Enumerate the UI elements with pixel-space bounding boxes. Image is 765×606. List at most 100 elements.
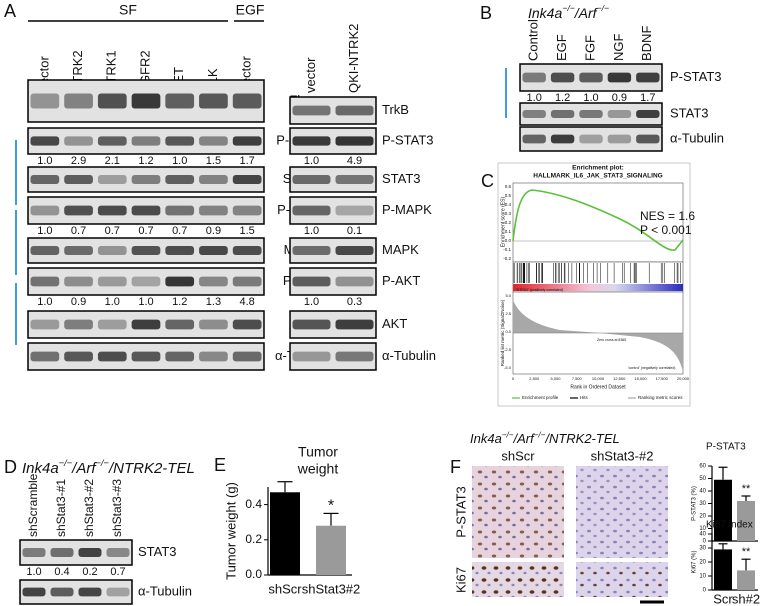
es-tick: 0.5 (505, 193, 512, 198)
x-tick: 5,000 (550, 376, 561, 381)
panel-letter: D (4, 457, 17, 477)
lane-label: QKI-NTRK2 (346, 24, 361, 93)
superscript: −/− (534, 431, 546, 440)
band-label: α-Tubulin (138, 583, 192, 598)
band (232, 136, 262, 146)
band (522, 134, 546, 144)
band (97, 319, 127, 330)
chart-title: Tumor (298, 444, 338, 460)
band (97, 351, 127, 362)
es-tick: -0.2 (503, 256, 511, 261)
quantification: 0.7 (172, 225, 187, 237)
band-label: α-Tubulin (670, 130, 724, 145)
band (30, 205, 60, 216)
histology-image (576, 562, 668, 597)
y-axis-label: Tumor weight (g) (223, 482, 238, 580)
es-tick: 0.2 (505, 220, 512, 225)
panel-letter: E (214, 455, 226, 475)
band (165, 246, 195, 255)
title-part: Ink4a (22, 460, 59, 477)
band (131, 175, 161, 184)
band-label: STAT3 (382, 171, 421, 186)
superscript: −/− (59, 458, 73, 468)
chart-title: P-STAT3 (706, 442, 746, 453)
lane-label: shStat3-#2 (82, 479, 96, 537)
band (97, 136, 127, 146)
lane-label: shStat3-#3 (110, 479, 124, 537)
band (97, 205, 127, 216)
band (199, 319, 228, 330)
quantification: 1.0 (527, 92, 542, 104)
band (232, 351, 262, 362)
y-tick-label: 0.4 (245, 497, 262, 511)
band (64, 205, 93, 216)
metric-area (513, 300, 683, 372)
quantification: 0.3 (347, 296, 362, 308)
axis-label: Rank in Ordered Dataset (570, 384, 626, 390)
metric-tick: -5.0 (504, 365, 512, 370)
y-tick-label: 50 (699, 476, 706, 482)
band (30, 136, 60, 146)
es-tick: 0.4 (505, 202, 512, 207)
y-axis-label: Ki67 (%) (692, 550, 698, 573)
band (199, 246, 228, 255)
row-label: Ki67 (453, 567, 468, 593)
annotation: ** (742, 483, 751, 495)
quantification: 1.7 (239, 155, 254, 167)
quantification: 0.7 (71, 225, 86, 237)
band (199, 276, 228, 287)
band (131, 351, 161, 362)
band (106, 587, 130, 597)
panel-letter: A (4, 1, 16, 21)
chart-title: Ki67 index (706, 520, 753, 531)
band (335, 319, 374, 330)
band (232, 246, 262, 255)
band (78, 548, 102, 557)
es-tick: 0.0 (505, 238, 512, 243)
histology-image (576, 466, 668, 558)
band (97, 246, 127, 255)
bar (714, 549, 732, 590)
band (607, 72, 632, 83)
quantification: 1.2 (555, 92, 570, 104)
y-tick-label: 60 (699, 464, 706, 470)
y-tick-label: 20 (699, 514, 706, 520)
band (199, 175, 228, 184)
band (335, 276, 374, 287)
es-curve (512, 189, 684, 251)
es-tick: 0.1 (505, 229, 512, 234)
quantification: 0.1 (347, 225, 362, 237)
band (335, 351, 374, 362)
legend-label: Enrichment profile (522, 395, 559, 400)
band (550, 134, 575, 144)
band-label: STAT3 (670, 105, 709, 120)
metric-tick: 0.0 (505, 329, 511, 334)
title-part: Ink4a (470, 431, 502, 446)
x-tick-label: sh#2 (732, 591, 760, 606)
band (292, 136, 331, 146)
band (579, 72, 603, 83)
bar (737, 501, 755, 541)
quantification: 4.9 (347, 155, 362, 167)
title-part: /Arf (512, 431, 535, 446)
quantification: 1.5 (206, 155, 221, 167)
group-label: SF (119, 2, 137, 18)
lane-label: FGF (582, 35, 597, 61)
bar (316, 525, 346, 575)
x-tick: 0 (512, 376, 515, 381)
axis-label: Enrichment score (ES) (500, 197, 506, 248)
quantification: 4.8 (239, 296, 254, 308)
quantification: 1.0 (172, 155, 187, 167)
es-tick: -0.1 (503, 247, 511, 252)
quantification: 0.7 (138, 225, 153, 237)
band (165, 276, 195, 287)
y-tick-label: 10 (699, 526, 706, 532)
panel-title: Ink4a−/−/Arf−/− (528, 3, 609, 20)
band (131, 136, 161, 146)
panel-letter: B (480, 3, 492, 23)
quantification: 1.2 (138, 155, 153, 167)
panel-title: Ink4a−/−/Arf−/−/NTRK2-TEL (22, 458, 195, 477)
band (232, 93, 262, 109)
band (97, 175, 127, 184)
